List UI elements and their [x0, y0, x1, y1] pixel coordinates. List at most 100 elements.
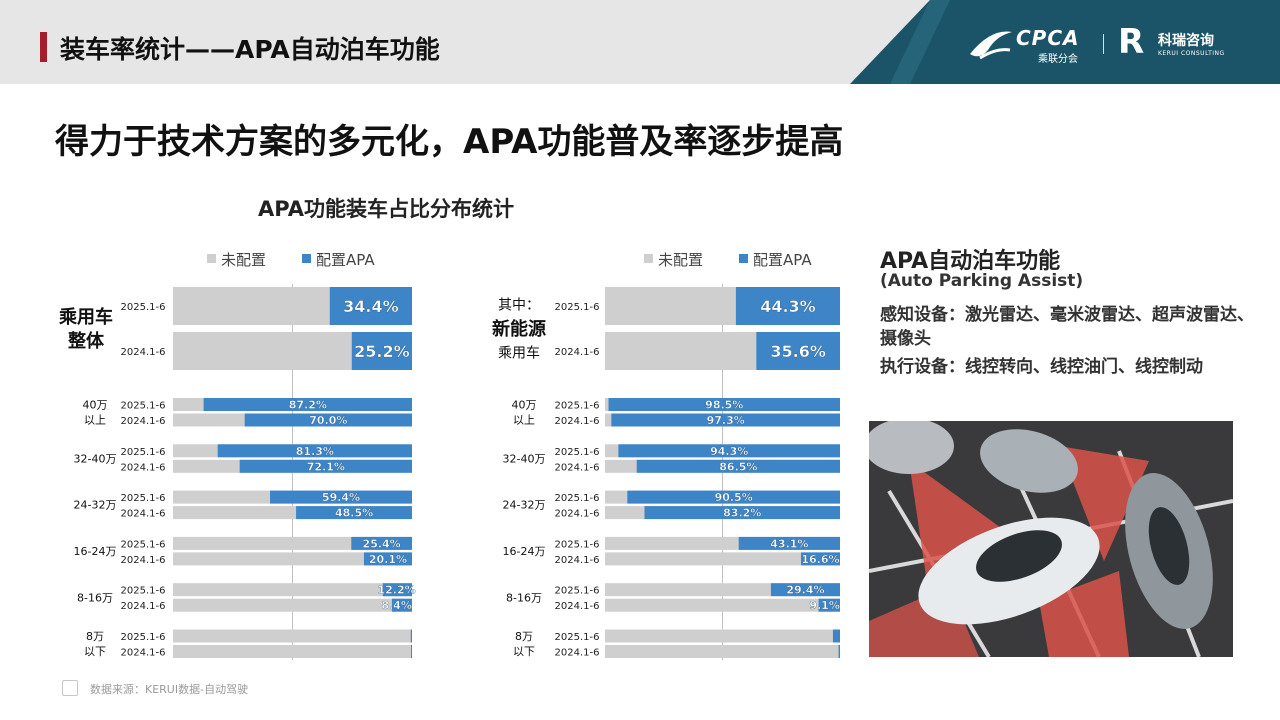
- chart2-period-label: 2024.1-6: [555, 648, 600, 659]
- source-icon: [62, 680, 78, 696]
- chart2-bar-configured: [738, 536, 840, 550]
- chart2-category-label: 以下: [513, 645, 535, 658]
- chart2-category-label: 乘用车: [498, 344, 540, 361]
- chart-title: APA功能装车占比分布统计: [258, 197, 514, 221]
- chart1-period-label: 2025.1-6: [121, 632, 166, 643]
- chart2-period-label: 2025.1-6: [555, 632, 600, 643]
- chart1-data-label: 8.4%: [381, 599, 412, 612]
- chart1-bar-configured: [410, 629, 412, 643]
- chart2-data-label: 86.5%: [719, 460, 757, 473]
- chart2-period-label: 2024.1-6: [555, 509, 600, 520]
- chart1-legend-label: 配置APA: [316, 251, 375, 269]
- chart1-bar-configured: [244, 413, 412, 427]
- chart1-category-label: 24-32万: [74, 499, 117, 512]
- chart2-legend-swatch: [739, 254, 748, 263]
- chart1-category-label: 整体: [67, 330, 105, 352]
- chart2-category-label: 8万: [515, 630, 533, 643]
- chart2-data-label: 97.3%: [707, 414, 745, 427]
- chart1-bar-not-configured: [173, 645, 412, 658]
- chart1-period-label: 2024.1-6: [121, 462, 166, 473]
- chart2-bar-configured: [627, 490, 840, 504]
- chart1-data-label: 25.4%: [363, 537, 401, 550]
- chart1-bar-configured: [296, 506, 412, 520]
- parking-photo: [869, 421, 1233, 657]
- chart2-data-label: 16.6%: [801, 553, 839, 566]
- chart1-period-label: 2024.1-6: [121, 555, 166, 566]
- chart2-data-label: 83.2%: [723, 507, 761, 520]
- chart1-data-label: 25.2%: [354, 342, 410, 361]
- chart2-bar-configured: [838, 645, 840, 658]
- chart1-period-label: 2024.1-6: [121, 648, 166, 659]
- chart2-bar-configured: [644, 506, 840, 520]
- chart1-bar-configured: [363, 552, 412, 566]
- chart1-data-label: 12.2%: [378, 584, 416, 597]
- chart2-period-label: 2025.1-6: [555, 401, 600, 412]
- chart1-category-label: 40万: [83, 399, 108, 412]
- info-subtitle: (Auto Parking Assist): [880, 271, 1084, 291]
- chart2-data-label: 44.3%: [760, 297, 816, 316]
- chart1-bar-configured: [239, 459, 412, 473]
- chart1-bar-configured: [351, 332, 412, 370]
- chart2-period-label: 2025.1-6: [555, 493, 600, 504]
- data-source-note: 数据来源：KERUI数据-自动驾驶: [90, 683, 249, 696]
- chart2-category-label: 40万: [512, 399, 537, 412]
- chart1-bar-configured: [203, 398, 412, 411]
- chart1-data-label: 48.5%: [335, 507, 373, 520]
- chart1-data-label: 59.4%: [322, 491, 360, 504]
- chart1-period-label: 2025.1-6: [121, 447, 166, 458]
- chart2-legend-label: 配置APA: [753, 251, 812, 269]
- title-accent-bar: [40, 32, 47, 62]
- chart2-category-label: 新能源: [492, 318, 546, 340]
- chart2-period-label: 2024.1-6: [555, 555, 600, 566]
- slide-title: 装车率统计——APA自动泊车功能: [60, 35, 440, 64]
- chart2-period-label: 2025.1-6: [555, 539, 600, 550]
- chart1-data-label: 87.2%: [289, 398, 327, 411]
- chart2-data-label: 94.3%: [710, 445, 748, 458]
- info-sensing: 感知设备：激光雷达、毫米波雷达、超声波雷达、摄像头: [880, 305, 1254, 349]
- chart2-data-label: 43.1%: [770, 537, 808, 550]
- cpca-emblem-icon: [970, 31, 1012, 60]
- chart2-bar-configured: [770, 583, 840, 597]
- chart1-bar-configured: [329, 287, 412, 325]
- chart2-period-label: 2025.1-6: [555, 302, 600, 313]
- chart1-period-label: 2024.1-6: [121, 601, 166, 612]
- chart2-data-label: 35.6%: [770, 342, 826, 361]
- chart1-category-label: 16-24万: [74, 545, 117, 558]
- chart1-data-label: 72.1%: [307, 460, 345, 473]
- chart1-bar-configured: [217, 444, 412, 458]
- chart1-category-label: 乘用车: [58, 306, 113, 328]
- chart2-data-label: 90.5%: [715, 491, 753, 504]
- chart2-bar-configured: [636, 459, 840, 473]
- logo-panel: [850, 0, 1280, 84]
- chart2-bar-configured: [608, 398, 840, 411]
- chart1-category-label: 32-40万: [74, 452, 117, 465]
- chart2-bar-configured: [735, 287, 840, 325]
- chart1-period-label: 2024.1-6: [121, 509, 166, 520]
- chart2-data-label: 29.4%: [786, 584, 824, 597]
- chart1-category-label: 以上: [84, 414, 106, 427]
- chart2-bar-configured: [832, 629, 840, 643]
- chart1-period-label: 2024.1-6: [121, 416, 166, 427]
- chart1-period-label: 2025.1-6: [121, 539, 166, 550]
- chart2-period-label: 2024.1-6: [555, 347, 600, 358]
- chart1-bar-not-configured: [173, 583, 412, 597]
- chart2-bar-not-configured: [605, 552, 840, 566]
- chart2-period-label: 2024.1-6: [555, 601, 600, 612]
- chart2-bar-configured: [818, 598, 840, 612]
- chart2-legend-label: 未配置: [658, 251, 703, 269]
- chart2-category-label: 8-16万: [506, 591, 542, 604]
- chart2-bar-configured: [618, 444, 840, 458]
- chart2-bar-configured: [611, 413, 840, 427]
- chart1-period-label: 2025.1-6: [121, 586, 166, 597]
- chart1-category-label: 8-16万: [77, 591, 113, 604]
- chart1-period-label: 2025.1-6: [121, 401, 166, 412]
- chart1-period-label: 2025.1-6: [121, 302, 166, 313]
- chart1-bar-configured: [382, 583, 412, 597]
- chart2-bar-not-configured: [605, 645, 840, 658]
- chart1-data-label: 34.4%: [343, 297, 399, 316]
- chart2-bar-not-configured: [605, 598, 840, 612]
- chart1-data-label: 70.0%: [309, 414, 347, 427]
- kerui-logo-english: KERUI CONSULTING: [1158, 50, 1225, 57]
- chart1-period-label: 2024.1-6: [121, 347, 166, 358]
